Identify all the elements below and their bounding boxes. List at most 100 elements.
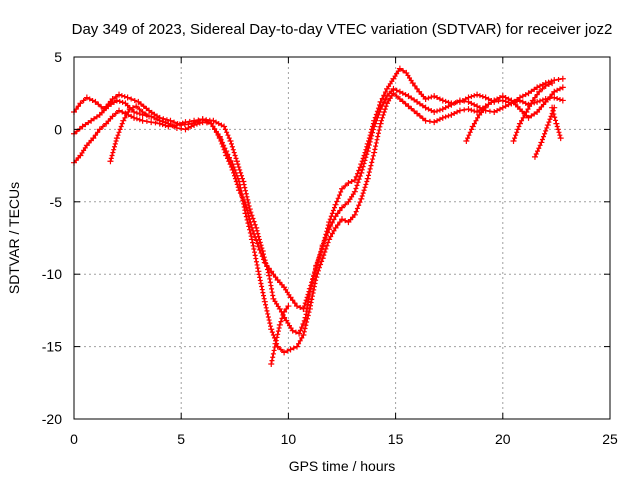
marker-fill [451,110,457,116]
marker-fill [238,188,244,194]
marker-fill [263,302,269,308]
marker-fill [268,283,274,289]
marker-fill [466,132,472,138]
marker-fill [250,243,256,249]
data-point [139,117,146,124]
marker-fill [119,121,125,127]
marker-fill [383,103,389,109]
marker-fill [468,126,474,132]
marker-fill [370,127,376,133]
marker-fill [528,100,534,106]
marker-fill [354,171,360,177]
marker-fill [128,96,134,102]
marker-fill [251,246,257,252]
data-point [396,88,403,95]
data-point [339,216,345,223]
data-point [482,94,489,101]
data-point [456,107,463,114]
data-point [191,117,198,124]
marker-fill [338,189,344,195]
series-2 [71,85,566,312]
marker-fill [522,112,528,118]
marker-fill [215,131,221,137]
marker-fill [445,103,451,109]
marker-fill [274,301,280,307]
marker-fill [420,103,426,109]
marker-fill [210,123,216,129]
marker-fill [336,192,342,198]
marker-fill [486,96,492,102]
marker-fill [109,152,115,158]
data-point [146,107,153,114]
marker-fill [305,312,311,318]
data-point [516,120,523,127]
marker-fill [503,103,509,109]
marker-fill [347,196,353,202]
marker-fill [275,328,281,334]
marker-fill [115,132,121,138]
data-point [124,94,131,101]
data-point [96,126,103,133]
marker-fill [328,234,334,240]
marker-fill [285,320,291,326]
marker-fill [90,97,96,103]
marker-fill [245,197,251,203]
marker-fill [247,216,253,222]
data-series [71,65,566,367]
data-point [559,97,566,104]
marker-fill [230,147,236,153]
data-point [351,177,358,184]
marker-fill [240,198,246,204]
marker-fill [392,73,398,79]
marker-fill [309,296,315,302]
marker-fill [363,181,369,187]
marker-fill [269,358,275,364]
data-point [377,120,384,127]
marker-fill [221,142,227,148]
marker-fill [178,126,184,132]
marker-fill [443,98,449,104]
marker-fill [311,273,317,279]
marker-fill [324,243,330,249]
marker-fill [75,103,81,109]
marker-fill [370,156,376,162]
marker-fill [547,94,553,100]
marker-fill [241,182,247,188]
marker-fill [120,99,126,105]
marker-fill [403,101,409,107]
marker-fill [428,108,434,114]
marker-fill [292,300,298,306]
data-point [281,349,288,356]
marker-fill [257,239,263,245]
data-point [326,236,333,243]
marker-fill [237,167,243,173]
data-point [227,137,234,144]
marker-fill [357,173,363,179]
marker-fill [387,95,393,101]
marker-fill [314,271,320,277]
data-point [469,123,476,130]
data-point [113,135,120,142]
marker-fill [366,172,372,178]
marker-fill [232,167,238,173]
marker-fill [318,262,324,268]
marker-fill [242,207,248,213]
marker-fill [238,170,244,176]
marker-fill [487,108,493,114]
marker-fill [138,101,144,107]
marker-fill [437,107,443,113]
marker-fill [477,93,483,99]
marker-fill [325,229,331,235]
marker-fill [258,250,264,256]
data-point [371,149,378,156]
data-point [83,94,90,101]
marker-fill [113,138,119,144]
marker-fill [437,96,443,102]
marker-fill [257,247,263,253]
data-point [491,97,498,104]
marker-fill [119,93,125,99]
marker-fill [389,78,395,84]
marker-fill [272,298,278,304]
data-point [242,210,249,217]
marker-fill [536,106,542,112]
